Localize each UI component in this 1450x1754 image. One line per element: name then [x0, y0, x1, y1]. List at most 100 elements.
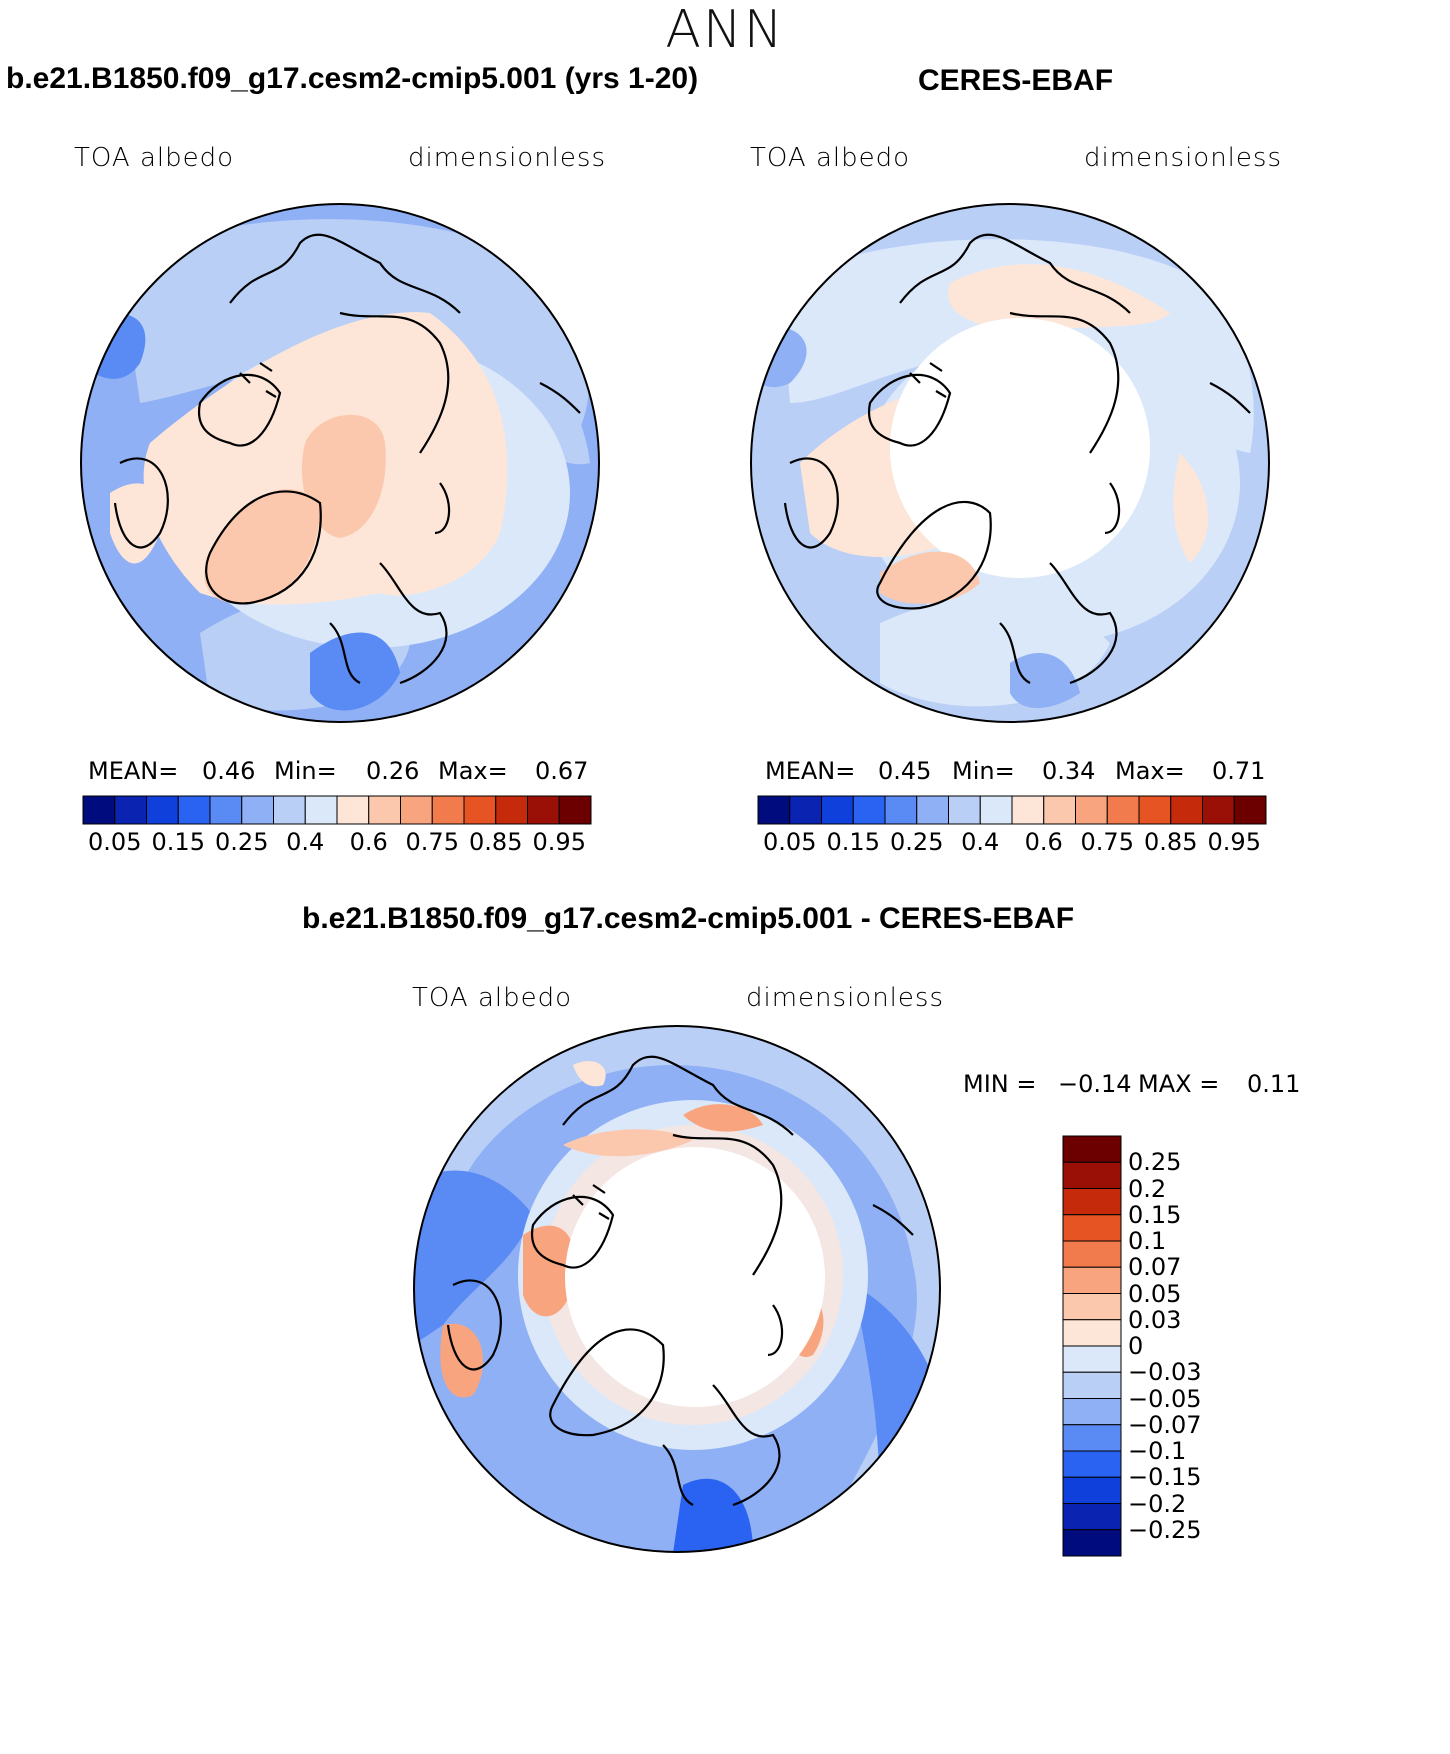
model-colorbar-tick-label: 0.85 [469, 828, 523, 856]
obs-colorbar-tick-label: 0.05 [763, 828, 817, 856]
obs-units-label: dimensionless [1084, 143, 1282, 173]
model-colorbar-swatch-12 [463, 795, 497, 825]
diff-colorbar-tick-label: 0.03 [1128, 1305, 1182, 1334]
model-colorbar-swatch-7 [304, 795, 338, 825]
diff-colorbar-tick-label: 0.2 [1128, 1174, 1167, 1203]
obs-polar-map [750, 203, 1270, 723]
diff-colorbar-tick-label: −0.15 [1128, 1463, 1202, 1492]
obs-colorbar-tick-label: 0.85 [1144, 828, 1198, 856]
diff-colorbar-tick-label: 0.25 [1128, 1148, 1182, 1177]
obs-colorbar [757, 795, 1267, 825]
obs-colorbar-tick-label: 0.4 [961, 828, 1000, 856]
obs-colorbar-swatch-8 [1011, 795, 1045, 825]
model-colorbar-swatch-6 [273, 795, 306, 825]
model-mean-value: 0.46 [202, 757, 256, 785]
diff-min-label: MIN = [963, 1070, 1037, 1098]
diff-colorbar-tick-label: 0.05 [1128, 1279, 1182, 1308]
model-max-label: Max= [438, 757, 508, 785]
model-max-value: 0.67 [535, 757, 589, 785]
model-colorbar-tick-label: 0.15 [151, 828, 205, 856]
diff-min-value: −0.14 [1058, 1070, 1132, 1098]
diff-polar-map [413, 1025, 941, 1553]
diff-colorbar-swatch-10 [1062, 1398, 1122, 1426]
diff-colorbar-swatch-12 [1062, 1450, 1122, 1478]
diff-colorbar-tick-label: −0.2 [1128, 1489, 1187, 1518]
model-colorbar [82, 795, 592, 825]
diff-colorbar-swatch-14 [1062, 1503, 1122, 1531]
obs-min-value: 0.34 [1042, 757, 1096, 785]
diff-colorbar-tick-label: −0.07 [1128, 1410, 1202, 1439]
diff-colorbar-swatch-9 [1062, 1371, 1122, 1399]
obs-max-label: Max= [1115, 757, 1185, 785]
obs-colorbar-swatch-9 [1043, 795, 1076, 825]
obs-colorbar-tick-label: 0.6 [1024, 828, 1063, 856]
obs-colorbar-swatch-2 [821, 795, 854, 825]
diff-colorbar-labels: 0.25 0.2 0.15 0.1 0.07 0.05 0.03 0 −0.03 −0.05 −0.… [1128, 1136, 1218, 1558]
diff-colorbar-swatch-7 [1062, 1319, 1122, 1347]
obs-colorbar-swatch-3 [852, 795, 886, 825]
model-colorbar-swatch-9 [368, 795, 401, 825]
diff-max-value: 0.11 [1247, 1070, 1301, 1098]
obs-mean-label: MEAN= [765, 757, 856, 785]
obs-max-value: 0.71 [1212, 757, 1266, 785]
diff-colorbar-swatch-8 [1062, 1345, 1122, 1373]
model-colorbar-tick-label: 0.75 [405, 828, 459, 856]
model-variable-label: TOA albedo [74, 143, 235, 173]
model-polar-map [80, 203, 600, 723]
diff-variable-label: TOA albedo [412, 983, 573, 1013]
diff-colorbar-swatch-0 [1062, 1135, 1122, 1163]
obs-colorbar-swatch-7 [979, 795, 1013, 825]
model-min-label: Min= [274, 757, 337, 785]
obs-colorbar-swatch-1 [789, 795, 822, 825]
diff-colorbar-swatch-11 [1062, 1424, 1122, 1452]
obs-mean-value: 0.45 [878, 757, 932, 785]
diff-colorbar-tick-label: −0.03 [1128, 1358, 1202, 1387]
diff-colorbar-tick-label: −0.1 [1128, 1437, 1187, 1465]
obs-colorbar-tick-label: 0.95 [1207, 828, 1261, 856]
model-colorbar-swatch-4 [209, 795, 243, 825]
diff-colorbar-swatch-13 [1062, 1476, 1122, 1504]
model-colorbar-swatch-15 [558, 795, 592, 825]
obs-colorbar-swatch-12 [1138, 795, 1172, 825]
model-colorbar-tick-label: 0.4 [286, 828, 325, 856]
obs-panel-title: CERES-EBAF [918, 64, 1114, 97]
diff-colorbar-swatch-4 [1062, 1240, 1122, 1268]
diff-colorbar-swatch-3 [1062, 1214, 1122, 1242]
diff-colorbar-swatch-15 [1062, 1529, 1122, 1557]
obs-variable-label: TOA albedo [750, 143, 911, 173]
obs-colorbar-swatch-5 [916, 795, 949, 825]
model-panel-title: b.e21.B1850.f09_g17.cesm2-cmip5.001 (yrs… [6, 62, 699, 95]
model-colorbar-swatch-1 [114, 795, 147, 825]
model-colorbar-tick-label: 0.95 [532, 828, 586, 856]
diff-colorbar-tick-label: 0 [1128, 1332, 1144, 1360]
diff-panel-title: b.e21.B1850.f09_g17.cesm2-cmip5.001 - CE… [302, 902, 1075, 935]
obs-colorbar-swatch-0 [757, 795, 791, 825]
obs-colorbar-tick-label: 0.15 [826, 828, 880, 856]
model-min-value: 0.26 [366, 757, 420, 785]
model-colorbar-tick-label: 0.05 [88, 828, 142, 856]
diff-colorbar-tick-label: −0.25 [1128, 1515, 1202, 1544]
model-colorbar-tick-label: 0.6 [349, 828, 388, 856]
model-mean-label: MEAN= [88, 757, 179, 785]
model-colorbar-swatch-2 [146, 795, 179, 825]
model-colorbar-swatch-8 [336, 795, 370, 825]
model-colorbar-labels: 0.05 0.15 0.25 0.4 0.6 0.75 0.85 0.95 [83, 828, 591, 858]
obs-colorbar-swatch-15 [1233, 795, 1267, 825]
model-colorbar-swatch-11 [431, 795, 465, 825]
obs-colorbar-swatch-6 [948, 795, 981, 825]
season-title: ANN [665, 0, 785, 60]
obs-min-label: Min= [952, 757, 1015, 785]
model-colorbar-tick-label: 0.25 [215, 828, 269, 856]
diff-colorbar-tick-label: 0.1 [1128, 1227, 1167, 1255]
diff-colorbar-tick-label: 0.07 [1128, 1253, 1182, 1282]
model-colorbar-swatch-14 [527, 795, 560, 825]
model-colorbar-swatch-10 [400, 795, 433, 825]
model-colorbar-swatch-5 [241, 795, 274, 825]
model-units-label: dimensionless [408, 143, 606, 173]
obs-colorbar-swatch-10 [1075, 795, 1108, 825]
diff-max-label: MAX = [1138, 1070, 1220, 1098]
obs-colorbar-swatch-13 [1170, 795, 1203, 825]
obs-colorbar-swatch-11 [1106, 795, 1140, 825]
diff-colorbar [1062, 1135, 1122, 1557]
diff-colorbar-swatch-6 [1062, 1293, 1122, 1321]
